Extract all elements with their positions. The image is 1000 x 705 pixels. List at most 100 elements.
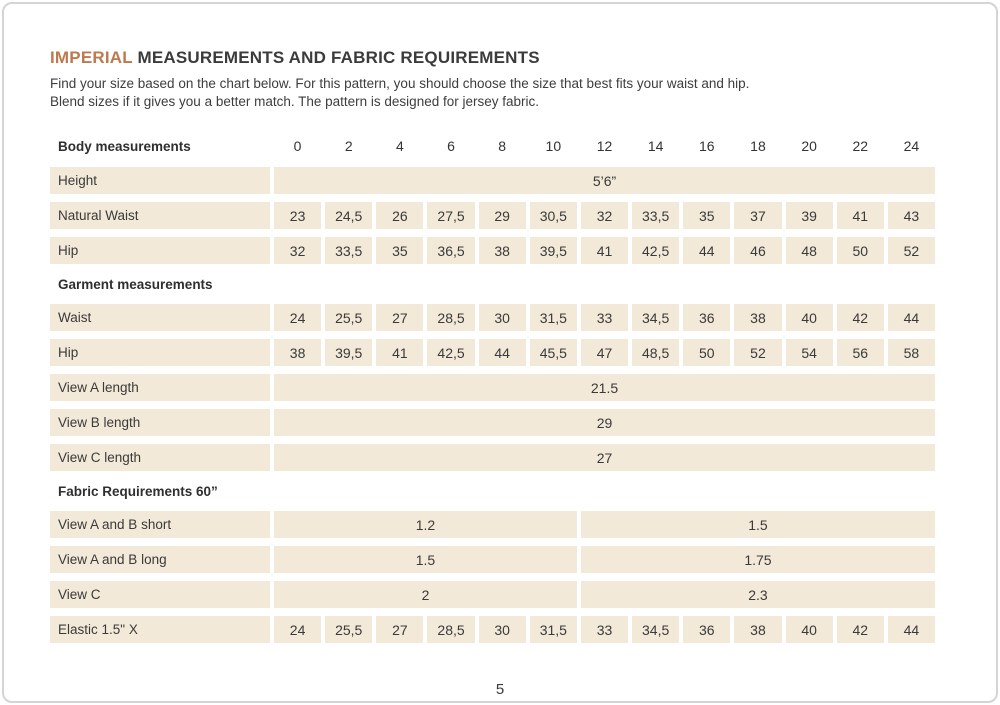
intro-line-2: Blend sizes if it gives you a better mat…: [50, 94, 539, 109]
size-header-cell: 18: [750, 138, 766, 154]
value-cell: 48: [785, 237, 833, 264]
span-value-cell: 5’6”: [274, 167, 935, 194]
value-cell: 38: [734, 304, 782, 331]
span-value-cell: 27: [274, 444, 935, 471]
table-row: View A and B long 1.5 1.75: [50, 546, 935, 573]
value-cell: 39: [785, 202, 833, 229]
value-cell: 34,5: [632, 616, 680, 643]
span-value-cell: 29: [274, 409, 935, 436]
value-cell: 28,5: [427, 304, 475, 331]
value-cell: 43: [887, 202, 935, 229]
table-row: View A length 21.5: [50, 374, 935, 401]
value-cell: 28,5: [427, 616, 475, 643]
row-label-cell: View B length: [50, 409, 270, 436]
value-cell: 48,5: [632, 339, 680, 366]
table-row: Hip 32 33,5 35 36,5 38 39,5 41 42,5 44 46 48 50 52: [50, 237, 935, 264]
value-cell: 40: [785, 616, 833, 643]
value-cell: 25,5: [325, 304, 373, 331]
row-label-cell: Waist: [50, 304, 270, 331]
value-cell: 26: [376, 202, 424, 229]
value-cell: 39,5: [529, 237, 577, 264]
value-cell: 42,5: [427, 339, 475, 366]
value-cell: 44: [887, 616, 935, 643]
value-cell: 42,5: [632, 237, 680, 264]
value-cell: 44: [683, 237, 731, 264]
size-header-cell: 10: [545, 138, 562, 154]
table-row: View C length 27: [50, 444, 935, 471]
value-cell: 41: [376, 339, 424, 366]
value-cell: 33,5: [325, 237, 373, 264]
size-header-cell: 0: [293, 138, 302, 154]
value-cell: 54: [785, 339, 833, 366]
value-cell: 41: [836, 202, 884, 229]
value-cell: 44: [887, 304, 935, 331]
table-row: Natural Waist 23 24,5 26 27,5 29 30,5 32 33,5 35 3…: [50, 202, 935, 229]
value-cell: 32: [274, 237, 322, 264]
row-label-cell: Elastic 1.5" X: [50, 616, 270, 643]
table-row: View B length 29: [50, 409, 935, 436]
value-cell: 32: [580, 202, 629, 229]
value-cell: 56: [836, 339, 884, 366]
size-header-cell: 16: [699, 138, 715, 154]
value-cell: 23: [274, 202, 322, 229]
size-table: Body measurements 0 2 4 6 8 10 12 14 16 18 20 22 24 He…: [50, 135, 935, 643]
row-label-cell: View C: [50, 581, 270, 608]
value-cell: 27: [376, 304, 424, 331]
value-cell: 33,5: [632, 202, 680, 229]
row-label-cell: Hip: [50, 237, 270, 264]
size-header-cell: 12: [596, 138, 613, 154]
row-label-cell: Natural Waist: [50, 202, 270, 229]
span-right-cell: 1.5: [580, 511, 935, 538]
value-cell: 27,5: [427, 202, 475, 229]
table-row: Elastic 1.5" X 24 25,5 27 28,5 30 31,5 33 34,5 36…: [50, 616, 935, 643]
section-heading: Fabric Requirements 60”: [58, 484, 218, 499]
table-row: Hip 38 39,5 41 42,5 44 45,5 47 48,5 50 52 54 56 58: [50, 339, 935, 366]
value-cell: 33: [580, 616, 629, 643]
value-cell: 30: [478, 304, 526, 331]
value-cell: 31,5: [529, 304, 577, 331]
value-cell: 25,5: [325, 616, 373, 643]
value-cell: 42: [836, 616, 884, 643]
value-cell: 50: [836, 237, 884, 264]
page-content: IMPERIAL MEASUREMENTS AND FABRIC REQUIRE…: [50, 48, 950, 643]
size-header-cell: 20: [801, 138, 817, 154]
value-cell: 52: [734, 339, 782, 366]
size-header-cell: 6: [447, 138, 455, 154]
row-label-cell: Body measurements: [58, 138, 191, 154]
value-cell: 24: [274, 616, 322, 643]
value-cell: 45,5: [529, 339, 577, 366]
value-cell: 24: [274, 304, 322, 331]
value-cell: 44: [478, 339, 526, 366]
span-left-cell: 2: [274, 581, 577, 608]
value-cell: 38: [478, 237, 526, 264]
span-left-cell: 1.2: [274, 511, 577, 538]
value-cell: 41: [580, 237, 629, 264]
value-cell: 47: [580, 339, 629, 366]
table-header-row: Body measurements 0 2 4 6 8 10 12 14 16 18 20 22 24: [50, 135, 935, 157]
value-cell: 36: [683, 304, 731, 331]
value-cell: 39,5: [325, 339, 373, 366]
value-cell: 40: [785, 304, 833, 331]
value-cell: 35: [376, 237, 424, 264]
table-row: View A and B short 1.2 1.5: [50, 511, 935, 538]
value-cell: 38: [274, 339, 322, 366]
row-label-cell: View A and B short: [50, 511, 270, 538]
span-value-cell: 21.5: [274, 374, 935, 401]
table-row: Height 5’6”: [50, 167, 935, 194]
size-header-cell: 14: [647, 138, 664, 154]
span-right-cell: 1.75: [580, 546, 935, 573]
row-label-cell: Hip: [50, 339, 270, 366]
value-cell: 46: [734, 237, 782, 264]
page-title-rest: MEASUREMENTS AND FABRIC REQUIREMENTS: [132, 48, 540, 67]
size-header-cell: 24: [903, 138, 920, 154]
value-cell: 30,5: [529, 202, 577, 229]
row-label-cell: View C length: [50, 444, 270, 471]
value-cell: 58: [887, 339, 935, 366]
table-row: Waist 24 25,5 27 28,5 30 31,5 33 34,5 36 38 40 42 44: [50, 304, 935, 331]
intro-text: Find your size based on the chart below.…: [50, 75, 950, 111]
span-left-cell: 1.5: [274, 546, 577, 573]
value-cell: 27: [376, 616, 424, 643]
value-cell: 34,5: [632, 304, 680, 331]
value-cell: 35: [683, 202, 731, 229]
row-label-cell: View A length: [50, 374, 270, 401]
